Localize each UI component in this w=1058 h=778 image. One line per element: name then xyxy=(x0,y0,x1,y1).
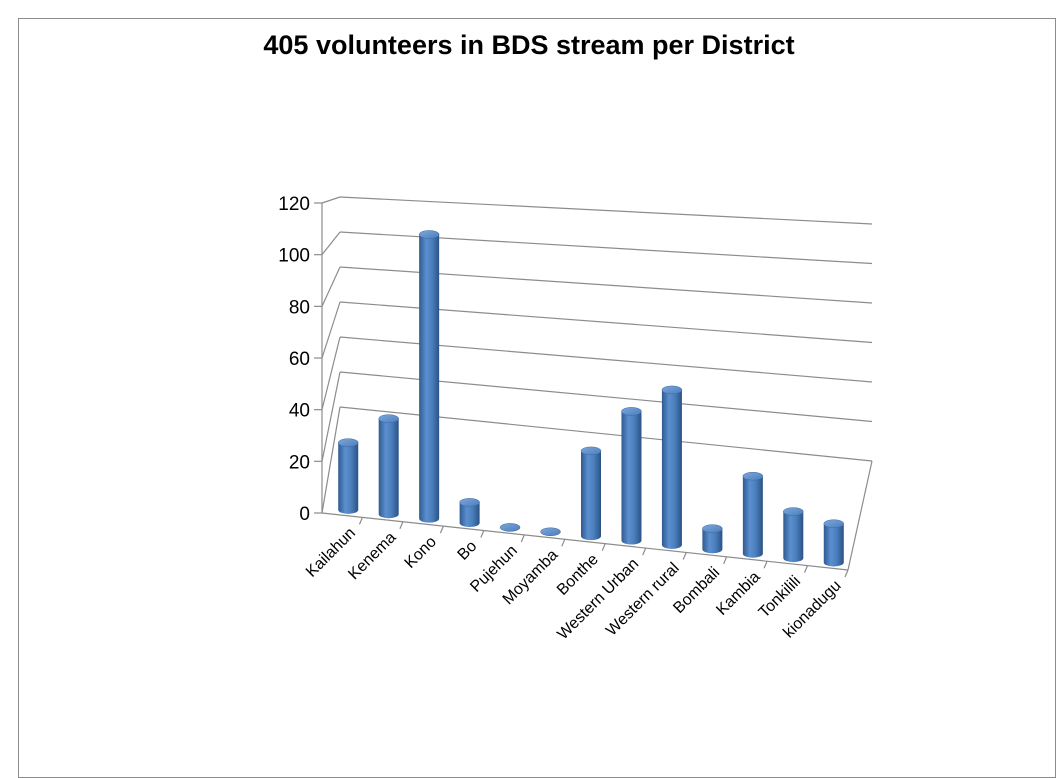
x-tick-label: Western Urban xyxy=(554,555,642,643)
bar-cap xyxy=(459,498,480,507)
gridline xyxy=(339,196,873,225)
bar-cap xyxy=(823,519,845,528)
bar-cap xyxy=(418,230,440,239)
y-tick-label: 80 xyxy=(289,297,310,318)
y-tick-label: 120 xyxy=(278,194,310,215)
x-axis xyxy=(321,512,849,571)
bar-cap xyxy=(702,524,723,533)
floor-edge xyxy=(847,460,873,571)
bar-cap xyxy=(621,407,642,416)
bar-kailahun xyxy=(338,442,359,514)
x-tick-mark xyxy=(439,525,444,534)
x-tick-mark xyxy=(480,530,485,538)
gridline-side xyxy=(321,336,341,410)
y-tick-label: 40 xyxy=(289,401,310,422)
bar-western-rural xyxy=(661,389,682,549)
x-tick-mark xyxy=(682,552,687,560)
bar-cap xyxy=(783,507,804,516)
bar-bombali xyxy=(702,528,723,554)
x-tick-label: Kono xyxy=(402,533,441,572)
bar-cap xyxy=(378,414,399,423)
y-tick-label: 20 xyxy=(289,452,310,473)
bar-cap xyxy=(540,527,561,537)
x-tick-mark xyxy=(358,517,364,525)
gridline-side xyxy=(321,231,341,256)
x-tick-label: Bo xyxy=(455,538,481,564)
bar-cap xyxy=(337,438,359,447)
y-tick-label: 0 xyxy=(299,504,310,525)
x-tick-mark xyxy=(642,547,647,556)
bar-kionadugu xyxy=(823,523,844,567)
axis-layer xyxy=(314,202,873,578)
x-tick-mark xyxy=(520,534,525,543)
gridline-side xyxy=(321,371,341,462)
chart-title: 405 volunteers in BDS stream per Distric… xyxy=(263,30,795,60)
y-tick-label: 100 xyxy=(278,246,310,267)
x-tick-mark xyxy=(803,565,809,573)
bar-cap xyxy=(661,385,683,395)
x-tick-mark xyxy=(763,560,768,569)
bar-cap xyxy=(499,523,521,532)
bar-kono xyxy=(419,234,440,523)
chart-frame xyxy=(18,18,1056,778)
bar-cap xyxy=(580,446,602,456)
bar-western-urban xyxy=(621,411,642,545)
gridline-side xyxy=(321,266,341,307)
x-tick-mark xyxy=(561,539,566,547)
y-tick-label: 60 xyxy=(289,349,310,370)
bar-kambia xyxy=(742,476,763,558)
bar-tonkilili xyxy=(783,511,804,563)
x-tick-mark xyxy=(399,521,404,530)
bar-bonthe xyxy=(581,450,601,541)
gridline-side xyxy=(321,406,341,514)
gridline-side xyxy=(321,301,341,359)
x-tick-mark xyxy=(601,543,606,551)
x-tick-mark xyxy=(844,569,849,578)
bar-bo xyxy=(459,502,480,527)
bar-layer xyxy=(337,230,845,567)
gridline-side xyxy=(321,196,341,204)
x-tick-mark xyxy=(723,556,728,565)
bar-cap xyxy=(742,471,764,481)
bar-kenema xyxy=(378,418,399,519)
